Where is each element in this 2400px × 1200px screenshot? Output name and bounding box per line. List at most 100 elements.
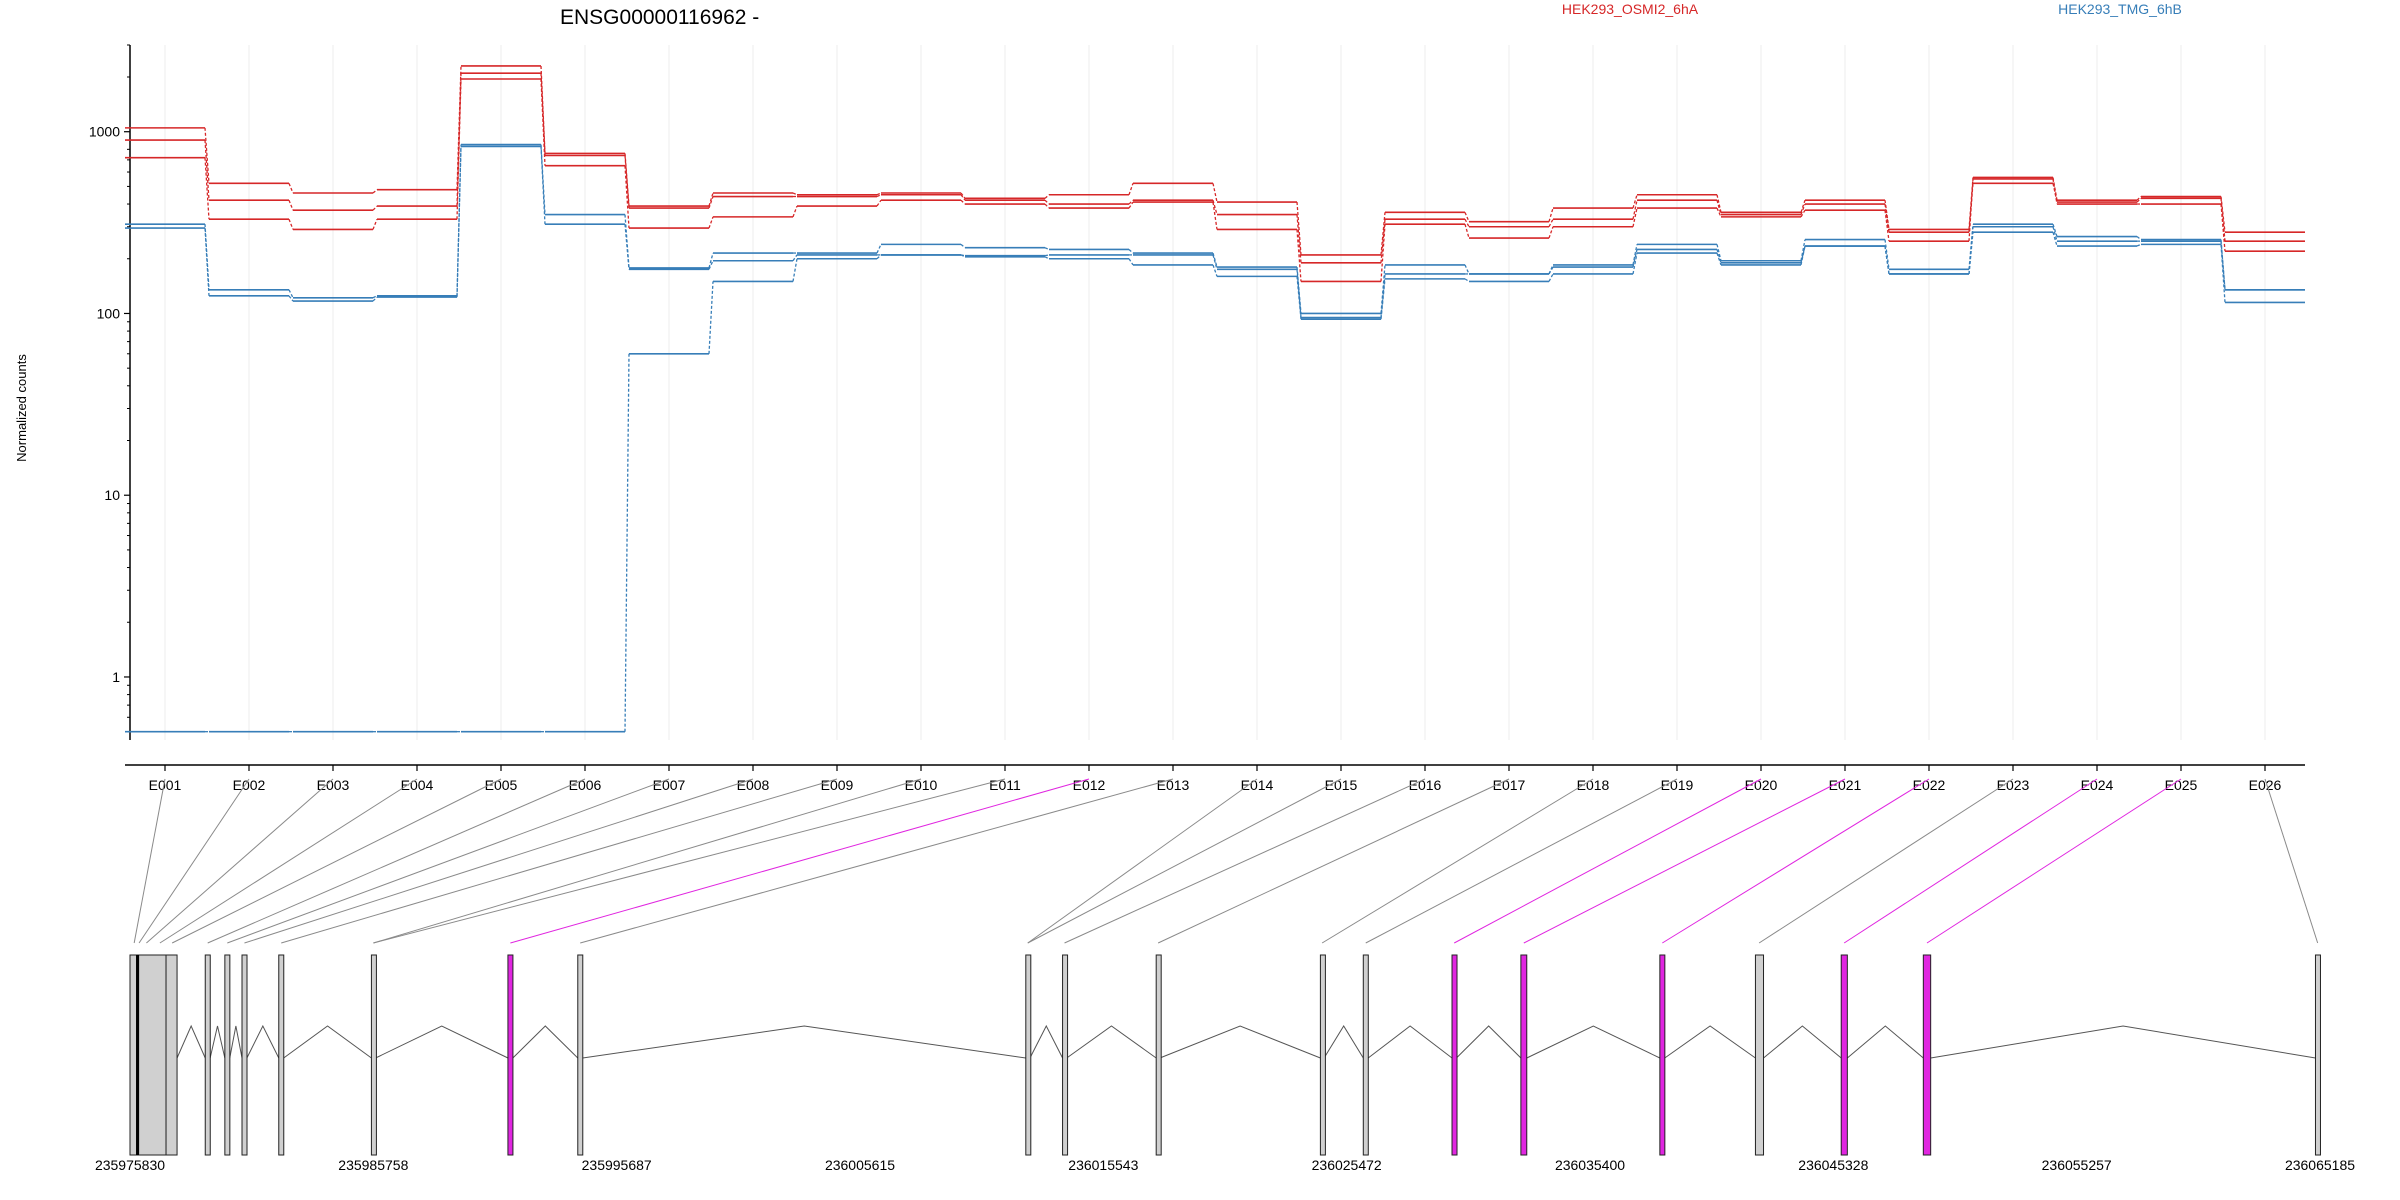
series-link-0 — [1380, 212, 1386, 255]
series-link-5 — [1632, 252, 1638, 275]
intron-16 — [1526, 1025, 1661, 1059]
series-link-3 — [2136, 236, 2142, 241]
intron-19 — [1847, 1025, 1924, 1059]
series-link-2 — [876, 199, 882, 207]
intron-3 — [209, 1025, 226, 1059]
series-link-3 — [1464, 264, 1470, 275]
series-link-4 — [2052, 226, 2058, 242]
exon-E014 — [1319, 954, 1326, 1156]
series-2 — [125, 78, 2305, 283]
exon-E003 — [165, 954, 178, 1156]
series-link-5 — [1968, 232, 1974, 275]
legend-entry-1: HEK293_TMG_6hB — [2058, 1, 2182, 17]
series-link-4 — [1632, 249, 1638, 268]
connector-E022 — [1662, 778, 1930, 944]
series-link-0 — [372, 189, 378, 194]
axes: 1 10 100 1000 E001 E002 E003 E004 E005 E006 E007 E0… — [89, 44, 2305, 793]
series-link-2 — [372, 218, 378, 230]
exon-E022 — [2314, 954, 2321, 1156]
x-tick-label-E019: E019 — [1661, 777, 1694, 793]
exon-E006 — [241, 954, 248, 1156]
x-tick-label-E001: E001 — [149, 777, 182, 793]
series-link-1 — [1632, 200, 1638, 220]
connector-E012 — [510, 778, 1090, 944]
connector-E004 — [159, 778, 418, 944]
series-link-5 — [1128, 258, 1134, 266]
series-link-3 — [1800, 239, 1806, 261]
exon-E012 — [1062, 954, 1069, 1156]
series-link-3 — [1380, 264, 1386, 314]
intron-11 — [1066, 1025, 1157, 1059]
exon-E005 — [224, 954, 231, 1156]
x-tick-label-E016: E016 — [1409, 777, 1442, 793]
series-link-4 — [2220, 241, 2226, 290]
series-link-2 — [1968, 178, 1974, 242]
series-link-2 — [204, 157, 210, 220]
series-link-2 — [288, 218, 294, 230]
exon-E017 — [1520, 954, 1528, 1156]
exon-E013 — [1155, 954, 1162, 1156]
exon-E016 — [1451, 954, 1458, 1156]
intron-20 — [1930, 1025, 2316, 1059]
connector-E007 — [227, 778, 670, 944]
series-link-0 — [708, 192, 714, 207]
series-link-2 — [2220, 203, 2226, 252]
series-link-1 — [372, 205, 378, 211]
connector-E005 — [171, 778, 502, 944]
series-link-1 — [1464, 218, 1470, 228]
series-link-5 — [2052, 232, 2058, 247]
series-link-4 — [204, 228, 210, 296]
series-link-4 — [1716, 249, 1722, 263]
exon-E018 — [1659, 954, 1666, 1156]
series-3 — [125, 143, 2305, 315]
series-link-4 — [1800, 245, 1806, 263]
exon-E008 — [370, 954, 377, 1156]
series-link-1 — [960, 194, 966, 201]
exon-E015 — [1362, 954, 1369, 1156]
x-tick-label-E026: E026 — [2249, 777, 2282, 793]
connector-E015 — [1027, 778, 1342, 944]
coordinate-label-9: 236065185 — [2285, 1157, 2355, 1173]
series-link-1 — [288, 199, 294, 211]
exon-E019 — [1754, 954, 1765, 1156]
exon-E007 — [278, 954, 285, 1156]
intron-8 — [512, 1025, 579, 1059]
series-link-3 — [960, 243, 966, 249]
x-tick-label-E003: E003 — [317, 777, 350, 793]
connector-E024 — [1843, 778, 2098, 944]
connector-E010 — [373, 778, 922, 944]
connector-E003 — [146, 778, 334, 944]
series-link-0 — [792, 192, 798, 196]
connector-E017 — [1157, 778, 1510, 944]
series-link-2 — [2052, 178, 2058, 205]
series-link-2 — [960, 199, 966, 205]
series-link-1 — [2136, 197, 2142, 203]
series-link-1 — [1128, 199, 1134, 205]
x-tick-label-E014: E014 — [1241, 777, 1274, 793]
exon-E021 — [1922, 954, 1932, 1156]
series-link-5 — [1044, 256, 1050, 260]
series-link-3 — [1044, 247, 1050, 251]
series-link-0 — [1128, 183, 1134, 195]
intron-15 — [1456, 1025, 1522, 1059]
series-link-0 — [960, 192, 966, 199]
x-tick-label-E025: E025 — [2165, 777, 2198, 793]
series-link-4 — [1044, 254, 1050, 257]
series-link-1 — [876, 194, 882, 198]
x-tick-label-E022: E022 — [1913, 777, 1946, 793]
coordinate-label-2: 235995687 — [582, 1157, 652, 1173]
series-link-2 — [1548, 226, 1554, 239]
series-link-3 — [708, 252, 714, 269]
exon-connectors — [133, 778, 2319, 944]
series-link-4 — [1380, 273, 1386, 318]
coordinate-label-0: 235975830 — [95, 1157, 165, 1173]
connector-E011 — [373, 778, 1006, 944]
series-link-1 — [1968, 183, 1974, 233]
series-link-1 — [1296, 214, 1302, 263]
connector-E025 — [1926, 778, 2182, 944]
x-tick-label-E018: E018 — [1577, 777, 1610, 793]
connector-E014 — [1027, 778, 1258, 944]
series-link-2 — [1044, 203, 1050, 209]
exon-E001 — [129, 954, 138, 1156]
series-lines — [125, 65, 2305, 733]
